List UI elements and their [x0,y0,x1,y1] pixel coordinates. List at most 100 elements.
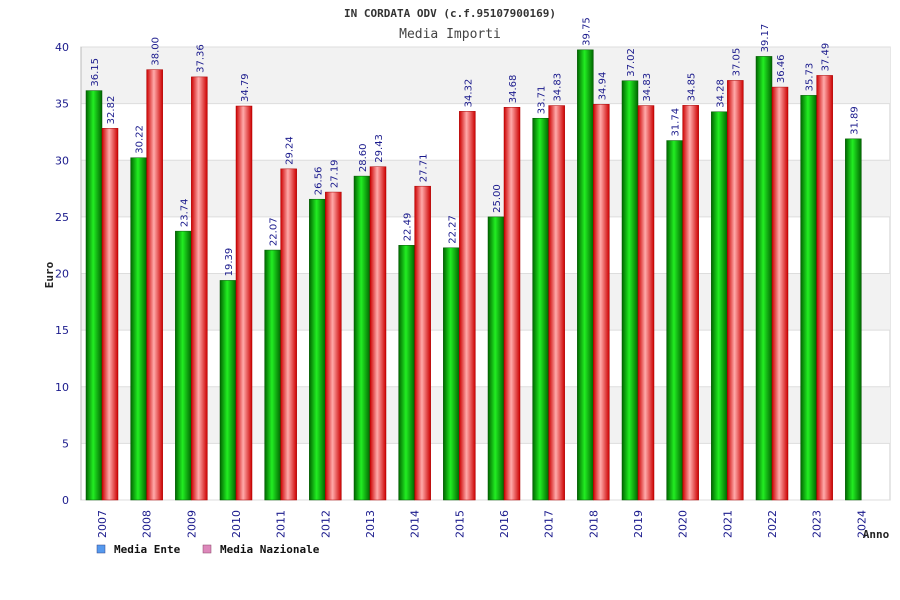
bar-media-nazionale [101,128,119,501]
bar-media-nazionale [414,185,431,501]
value-label-media-nazionale: 37.36 [195,44,206,73]
value-label-media-ente: 25.00 [492,184,503,213]
y-tick-label: 20 [55,268,69,281]
bar-media-ente [800,95,817,501]
x-tick-label: 2022 [766,510,779,538]
value-label-media-ente: 19.39 [224,248,235,277]
value-label-media-ente: 28.60 [358,143,369,172]
bar-media-nazionale [235,105,253,501]
value-label-media-ente: 22.07 [269,217,280,246]
x-tick-label: 2011 [275,510,288,538]
legend-swatch-media-nazionale [202,544,212,554]
x-tick-label: 2018 [587,510,600,538]
x-tick-label: 2013 [364,510,377,538]
y-axis-ticks: 0 5 10 15 20 25 30 35 40 [55,41,69,507]
value-label-media-ente: 39.75 [581,17,592,46]
value-label-media-ente: 22.27 [447,215,458,244]
bar-media-ente [487,216,505,501]
bar-media-nazionale [548,105,565,501]
value-label-media-ente: 34.28 [715,79,726,108]
x-tick-label: 2021 [721,510,734,538]
y-tick-label: 35 [55,98,69,111]
y-tick-label: 15 [55,324,69,337]
legend-label-media-ente: Media Ente [114,543,181,556]
bar-media-ente [621,80,639,501]
x-tick-label: 2014 [409,510,422,538]
bar-media-ente [398,245,415,501]
bar-media-ente [755,56,773,501]
bar-media-ente [264,249,281,501]
x-tick-label: 2019 [632,510,645,538]
x-tick-label: 2016 [498,510,511,538]
chart-title: IN CORDATA ODV (c.f.95107900169) [344,7,556,20]
value-label-media-nazionale: 27.71 [419,154,430,183]
value-label-media-nazionale: 37.49 [821,43,832,72]
value-label-media-nazionale: 29.24 [285,136,296,165]
bar-media-nazionale [369,166,387,501]
value-label-media-nazionale: 37.05 [731,48,742,77]
legend-label-media-nazionale: Media Nazionale [220,543,320,556]
bar-media-nazionale [280,168,297,501]
bar-media-nazionale [325,191,342,501]
value-label-media-ente: 33.71 [537,86,548,115]
y-tick-label: 10 [55,381,69,394]
bar-media-nazionale [816,75,833,501]
value-label-media-ente: 31.89 [849,106,860,135]
value-label-media-ente: 23.74 [179,199,190,228]
bar-media-nazionale [191,76,208,501]
y-axis-label: Euro [43,261,56,288]
bar-media-nazionale [146,69,163,501]
value-label-media-ente: 26.56 [313,167,324,196]
x-tick-label: 2007 [96,510,109,538]
bar-media-nazionale [503,106,521,501]
value-label-media-nazionale: 34.68 [508,75,519,104]
y-tick-label: 0 [62,494,69,507]
bar-media-nazionale [682,105,699,501]
bar-media-ente [443,247,460,501]
data-labels: 36.15 32.82 30.22 38.00 23.74 37.36 19.39 34.79… [90,17,860,276]
bar-media-ente [175,230,192,501]
grid-band [81,47,890,104]
x-tick-label: 2010 [230,510,243,538]
value-label-media-ente: 35.73 [805,63,816,92]
x-tick-label: 2008 [141,510,154,538]
value-label-media-ente: 30.22 [135,125,146,154]
value-label-media-nazionale: 34.85 [687,73,698,102]
value-label-media-nazionale: 34.79 [240,73,251,102]
value-label-media-nazionale: 34.83 [642,73,653,102]
y-tick-label: 40 [55,41,69,54]
bar-media-ente [85,90,103,501]
grid-band [81,273,890,331]
value-label-media-nazionale: 32.82 [106,96,117,125]
x-axis-label: Anno [863,528,890,541]
x-axis-ticks: 2007 2008 2009 2010 2011 2012 2013 2014 2015 2016… [96,510,868,538]
bar-media-ente [577,49,594,501]
value-label-media-nazionale: 34.32 [463,79,474,108]
value-label-media-ente: 22.49 [403,213,414,242]
y-tick-label: 25 [55,211,69,224]
value-label-media-ente: 36.15 [90,58,101,87]
grid-band [81,160,890,217]
grid-band [81,386,890,444]
x-tick-label: 2009 [185,510,198,538]
value-label-media-ente: 39.17 [760,24,771,53]
bar-media-nazionale [637,105,655,501]
bar-media-ente [845,138,862,501]
value-label-media-nazionale: 38.00 [151,37,162,66]
value-label-media-nazionale: 34.83 [553,73,564,102]
bar-media-ente [711,111,728,501]
gridlines [80,46,890,501]
x-tick-label: 2017 [543,510,556,538]
legend: Media Ente Media Nazionale [96,543,320,556]
legend-swatch-media-ente [96,544,106,554]
bar-media-ente [532,117,549,501]
value-label-media-ente: 31.74 [671,108,682,137]
bar-media-ente [130,157,147,501]
value-label-media-nazionale: 36.46 [776,54,787,83]
chart-subtitle: Media Importi [399,27,501,42]
bar-media-ente [353,175,371,501]
bar-media-nazionale [459,111,476,501]
bar-media-nazionale [727,80,744,501]
bar-media-ente [309,198,326,501]
